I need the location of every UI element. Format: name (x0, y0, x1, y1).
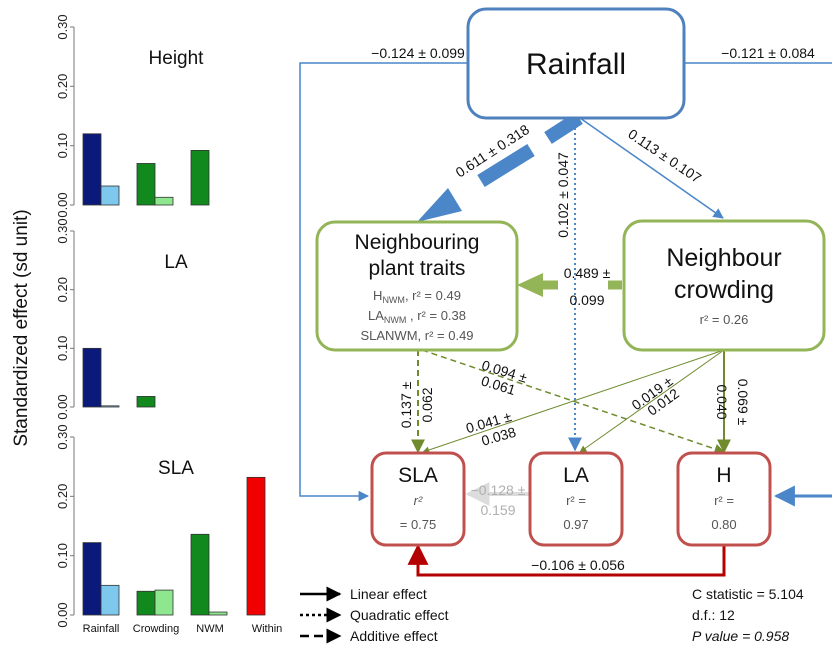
node-la (528, 451, 624, 547)
node-h (676, 451, 772, 547)
stat-c: C statistic = 5.104 (692, 586, 804, 602)
path-rainfall-crowding (579, 117, 724, 219)
bar-crowding-1 (154, 196, 174, 206)
y-tick-label: 0.30 (55, 424, 70, 449)
path-traits-h (421, 349, 725, 454)
y-tick-label: 0.00 (55, 602, 70, 627)
label-crowding-traits-1: 0.489 ± (564, 265, 611, 281)
label-h-sla: −0.106 ± 0.056 (531, 557, 625, 573)
bar-rainfall-1 (100, 185, 120, 206)
label-traits-sla-1: 0.137 ± (398, 381, 414, 428)
bar-crowding-0 (136, 163, 156, 206)
bar-rainfall-1 (100, 584, 120, 616)
label-rainfall-sla: −0.124 ± 0.099 (371, 45, 465, 61)
label-traits-sla-2: 0.062 (419, 387, 435, 422)
label-crowding-traits-2: 0.099 (569, 292, 604, 308)
path-crowding-la (579, 349, 725, 453)
node-traits-stat-h: HNWM, r² = 0.49 (373, 288, 461, 305)
node-neighbour-crowding (622, 219, 826, 352)
y-tick-label: 0.10 (55, 336, 70, 361)
bar-nwm-0 (190, 533, 210, 616)
path-rainfall-sla (299, 62, 468, 502)
bar-nwm-0 (190, 150, 210, 206)
node-crowding-title-2: crowding (674, 276, 774, 304)
node-h-r2-2: 0.80 (711, 517, 736, 532)
node-traits-title-1: Neighbouring (355, 231, 480, 254)
path-h-sla (407, 540, 726, 577)
label-rainfall-la: 0.102 ± 0.047 (555, 152, 571, 238)
node-crowding-r2: r² = 0.26 (700, 312, 749, 327)
label-rainfall-h: −0.121 ± 0.084 (721, 45, 815, 61)
node-rainfall (466, 7, 686, 120)
category-label-within: Within (252, 623, 283, 635)
bar-crowding-0 (136, 396, 156, 408)
label-crowding-h-1: 0.069 ± (735, 379, 751, 426)
node-la-r2-1: r² = (566, 493, 586, 508)
bar-rainfall-0 (82, 133, 102, 206)
bar-rainfall-1 (100, 405, 120, 408)
node-sla-r2-2: = 0.75 (400, 517, 437, 532)
node-crowding-title-1: Neighbour (666, 244, 781, 272)
category-label-rainfall: Rainfall (83, 623, 120, 635)
label-la-sla-2: 0.159 (480, 502, 515, 518)
panel-title-la: LA (164, 252, 188, 273)
bar-crowding-1 (154, 589, 174, 616)
legend-linear-label: Linear effect (350, 586, 427, 602)
y-tick-label: 0.00 (55, 394, 70, 419)
node-traits-stat-la: LANWM , r² = 0.38 (368, 308, 466, 325)
legend-additive-label: Additive effect (350, 628, 438, 644)
node-h-r2-1: r² = (714, 493, 734, 508)
y-axis-label: Standardized effect (sd unit) (11, 209, 32, 446)
stat-df: d.f.: 12 (692, 607, 735, 623)
y-tick-label: 0.00 (55, 192, 70, 217)
path-crowding-sla (422, 349, 725, 454)
y-tick-label: 0.20 (55, 277, 70, 302)
node-sla-r2-1: r² (414, 493, 423, 508)
node-la-r2-2: 0.97 (563, 517, 588, 532)
y-tick-label: 0.30 (55, 218, 70, 243)
path-rainfall-traits-arrowhead (417, 188, 462, 222)
node-rainfall-label: Rainfall (526, 48, 626, 81)
label-crowding-h-2: 0.040 (714, 384, 730, 419)
category-label-crowding: Crowding (133, 623, 179, 635)
bar-rainfall-0 (82, 542, 102, 616)
path-crowding-traits-arrowhead (517, 273, 543, 297)
y-tick-label: 0.20 (55, 484, 70, 509)
node-la-label: LA (563, 464, 589, 487)
node-traits-stat-sla: SLANWM, r² = 0.49 (360, 328, 473, 343)
stat-p-text: P value = 0.958 (692, 628, 789, 644)
bar-crowding-0 (136, 590, 156, 616)
node-sla (370, 451, 466, 547)
node-traits-title-2: plant traits (369, 257, 466, 280)
legend-quadratic-label: Quadratic effect (350, 607, 449, 623)
node-neighbouring-traits (315, 220, 519, 352)
y-tick-label: 0.10 (55, 543, 70, 568)
panel-title-sla: SLA (158, 458, 194, 479)
panel-title-height: Height (149, 48, 205, 69)
y-tick-label: 0.10 (55, 133, 70, 158)
stat-p: P value = 0.958 (692, 628, 789, 644)
node-sla-label: SLA (398, 464, 438, 487)
node-h-label: H (716, 464, 731, 487)
y-tick-label: 0.20 (55, 74, 70, 99)
bar-nwm-1 (208, 611, 228, 616)
path-rainfall-traits-seg2 (477, 144, 535, 187)
bar-rainfall-0 (82, 347, 102, 408)
category-label-nwm: NWM (196, 623, 224, 635)
bar-within-0 (246, 476, 266, 616)
path-rainfall-traits-seg1 (544, 112, 583, 144)
y-tick-label: 0.30 (55, 14, 70, 39)
label-la-sla-1: −0.128 ± (471, 482, 526, 498)
bar-charts: 0.00 0.10 0.20 0.30 Height 0.00 0.10 0.20 0.30 LA… (55, 14, 266, 628)
